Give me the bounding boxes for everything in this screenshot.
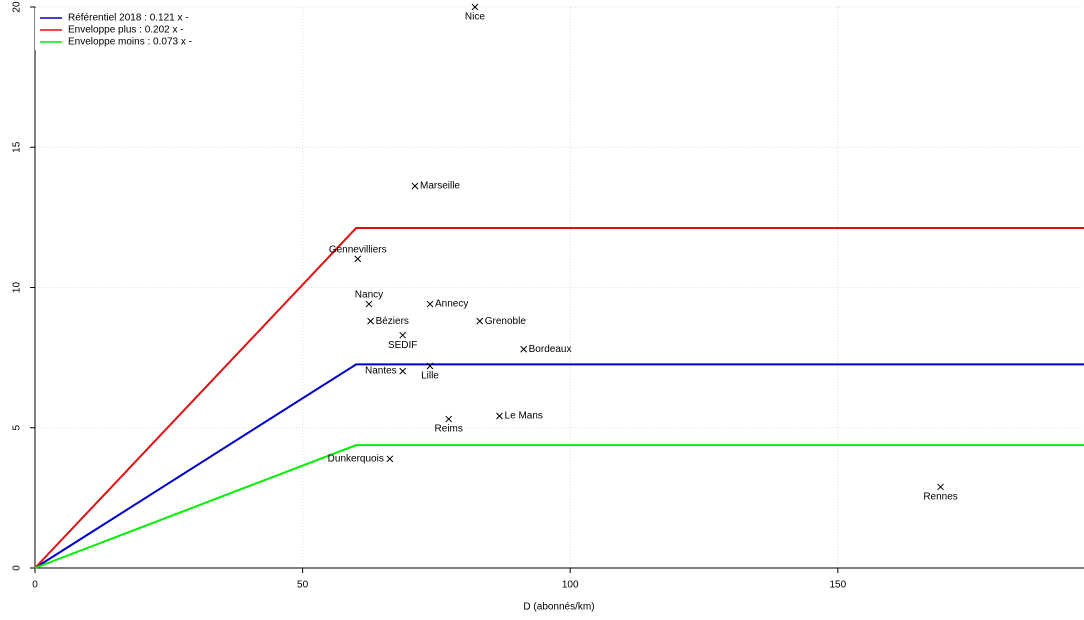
series-line (34, 444, 1084, 569)
point-label: Grenoble (485, 316, 527, 327)
point-label: Gennevilliers (329, 245, 387, 256)
point-label: Lille (421, 371, 439, 382)
point-cross (399, 331, 407, 339)
point-cross (445, 415, 453, 423)
legend: Référentiel 2018 : 0.121 x -Enveloppe pl… (35, 8, 205, 50)
point (354, 255, 362, 263)
x-tick-label: 100 (562, 580, 579, 591)
point-cross (471, 3, 479, 11)
point-label: Béziers (376, 316, 409, 327)
point (471, 3, 479, 11)
y-tick-label: 10 (12, 282, 23, 294)
point-label: Bordeaux (529, 344, 572, 355)
point-label: Marseille (420, 181, 460, 192)
point (411, 182, 419, 190)
y-tick-label: 5 (12, 425, 23, 431)
legend-label: Enveloppe moins : 0.073 x - (68, 37, 192, 48)
point (937, 483, 944, 491)
point (367, 317, 374, 325)
point-label: Nice (465, 12, 485, 23)
point-cross (426, 362, 434, 370)
point (426, 362, 434, 370)
series-line (34, 227, 1084, 569)
y-tick-label: 20 (12, 1, 23, 13)
point-label: Le Mans (505, 411, 543, 422)
y-tick-label: 0 (12, 565, 23, 571)
point-label: Nancy (355, 290, 383, 301)
point-cross (411, 182, 419, 190)
legend-label: Enveloppe plus : 0.202 x - (68, 25, 184, 36)
point (426, 300, 434, 308)
point-label: Rennes (923, 492, 957, 503)
point (445, 415, 453, 423)
point-label: Reims (435, 424, 463, 435)
x-tick-label: 50 (297, 580, 309, 591)
x-axis-label: D (abonnés/km) (523, 602, 594, 613)
x-tick-label: 150 (829, 580, 846, 591)
point-cross (354, 255, 362, 263)
point-cross (386, 455, 394, 463)
point-label: Annecy (435, 299, 468, 310)
point (365, 300, 373, 308)
point-cross (426, 300, 434, 308)
series-line (34, 363, 1084, 569)
point-cross (496, 412, 503, 420)
point (399, 367, 407, 375)
point (476, 317, 484, 325)
point-cross (476, 317, 484, 325)
y-tick-label: 15 (12, 141, 23, 153)
point-cross (399, 367, 407, 375)
legend-label: Référentiel 2018 : 0.121 x - (68, 13, 189, 24)
legend-box (35, 8, 205, 50)
point (399, 331, 407, 339)
point-label: Dunkerquois (328, 454, 384, 465)
point (520, 345, 527, 353)
point-cross (937, 483, 944, 491)
x-tick-label: 0 (32, 580, 38, 591)
point-cross (520, 345, 527, 353)
point-cross (367, 317, 374, 325)
point (386, 455, 394, 463)
point-cross (365, 300, 373, 308)
point-label: SEDIF (388, 340, 417, 351)
point-label: Nantes (365, 366, 397, 377)
point (496, 412, 503, 420)
